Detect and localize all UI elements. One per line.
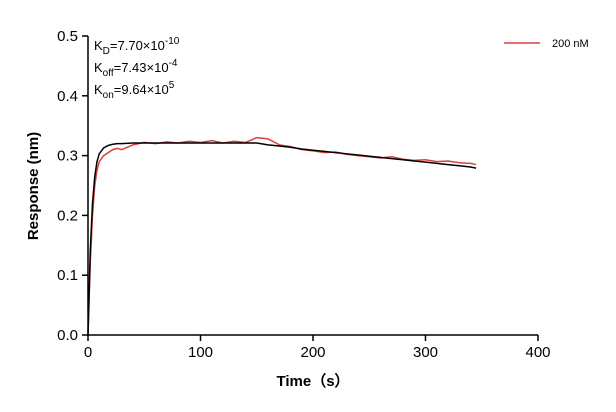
x-tick-label: 100 <box>188 344 213 361</box>
y-tick-label: 0.4 <box>57 88 78 105</box>
series-line <box>87 136 477 336</box>
y-tick-label: 0.5 <box>57 28 78 45</box>
y-axis-title: Response (nm) <box>25 132 42 240</box>
annotation-base: K <box>94 82 103 97</box>
x-tick-label: 400 <box>525 344 550 361</box>
x-tick-label: 0 <box>84 344 92 361</box>
annotation-base: K <box>94 60 103 75</box>
annotation-base: K <box>94 38 103 53</box>
annotation-sup: -10 <box>165 36 180 47</box>
annotation-sub: off <box>103 68 114 79</box>
x-tick-label: 300 <box>413 344 438 361</box>
y-tick-label: 0.3 <box>57 148 78 165</box>
series-line <box>87 142 477 336</box>
annotation-text: =7.70×10 <box>110 38 165 53</box>
annotation: KD=7.70×10-10 <box>94 36 180 57</box>
annotation-text: =9.64×10 <box>114 82 169 97</box>
annotation-sup: -4 <box>169 58 178 69</box>
x-tick-label: 200 <box>300 344 325 361</box>
annotation: Koff=7.43×10-4 <box>94 58 178 79</box>
y-tick-label: 0.2 <box>57 207 78 224</box>
annotation-sup: 5 <box>169 80 175 91</box>
legend-label: 200 nM <box>552 38 589 50</box>
y-tick-label: 0.1 <box>57 267 78 284</box>
annotation-sub: on <box>103 90 114 101</box>
annotation: Kon=9.64×105 <box>94 80 175 101</box>
y-tick-label: 0.0 <box>57 327 78 344</box>
annotation-text: =7.43×10 <box>114 60 169 75</box>
x-axis-title: Time（s） <box>276 372 349 390</box>
annotation-sub: D <box>103 46 110 57</box>
